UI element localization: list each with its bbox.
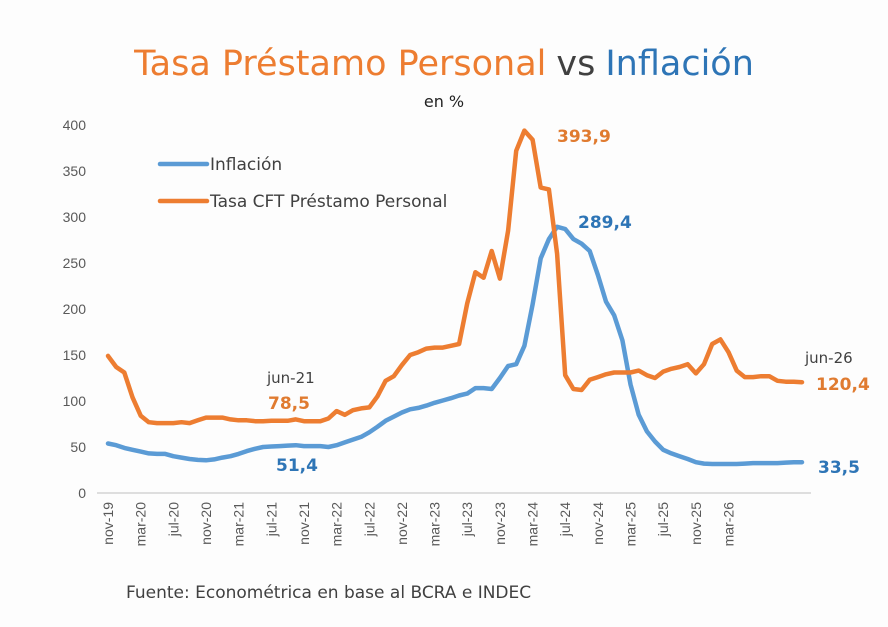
annotation-blue-end: 33,5 (818, 458, 860, 478)
y-tick-label: 350 (63, 163, 87, 179)
y-tick-label: 400 (63, 117, 87, 133)
annotation-orange-peak: 393,9 (557, 127, 611, 147)
x-tick-label: mar-20 (133, 502, 149, 547)
annotation-blue-peak: 289,4 (578, 213, 632, 233)
x-tick-label: jul-22 (361, 502, 377, 537)
title-vs: vs (556, 44, 595, 84)
series-line-inflacion (105, 224, 805, 467)
x-tick-label: nov-24 (590, 502, 606, 545)
annotation-jun21-date: jun-21 (266, 369, 315, 387)
x-tick-label: nov-25 (688, 502, 704, 545)
y-tick-label: 150 (63, 347, 87, 363)
chart-title: Tasa Préstamo Personal vs Inflación (133, 44, 754, 84)
annotation-orange-jun21: 78,5 (268, 394, 310, 414)
x-tick-label: jul-21 (263, 502, 279, 537)
y-axis: 0 50 100 150 200 250 300 350 400 (63, 117, 87, 501)
x-axis: nov-19 mar-20 jul-20 nov-20 mar-21 jul-21 nov-… (100, 502, 737, 547)
x-tick-label: mar-25 (623, 502, 639, 547)
series-layer (105, 128, 805, 467)
x-tick-label: nov-20 (198, 502, 214, 545)
y-tick-label: 0 (78, 485, 86, 501)
annotation-orange-end: 120,4 (816, 375, 870, 395)
x-tick-label: nov-23 (492, 502, 508, 545)
legend-label-tasa: Tasa CFT Préstamo Personal (209, 192, 447, 212)
x-tick-label: mar-24 (525, 502, 541, 547)
x-tick-label: nov-21 (296, 502, 312, 545)
x-tick-label: jul-23 (459, 502, 475, 537)
y-tick-label: 250 (63, 255, 87, 271)
y-tick-label: 200 (63, 301, 87, 317)
x-tick-label: jul-25 (655, 502, 671, 537)
x-tick-label: jul-20 (165, 502, 181, 537)
x-tick-label: nov-19 (100, 502, 116, 545)
chart-subtitle: en % (424, 92, 464, 111)
legend: Inflación Tasa CFT Préstamo Personal (157, 155, 447, 212)
annotation-jun26-date: jun-26 (804, 349, 853, 367)
x-tick-label: mar-22 (329, 502, 345, 547)
legend-label-inflacion: Inflación (210, 155, 282, 175)
title-part-2: Inflación (605, 44, 754, 84)
y-tick-label: 100 (63, 393, 87, 409)
source-note: Fuente: Econométrica en base al BCRA e I… (126, 583, 531, 603)
y-tick-label: 300 (63, 209, 87, 225)
y-tick-label: 50 (70, 439, 86, 455)
series-line-tasa (105, 128, 805, 426)
x-tick-label: mar-26 (721, 502, 737, 547)
x-tick-label: mar-21 (231, 502, 247, 547)
x-tick-label: nov-22 (394, 502, 410, 545)
x-tick-label: jul-24 (557, 502, 573, 537)
x-tick-label: mar-23 (427, 502, 443, 547)
title-part-1: Tasa Préstamo Personal (133, 44, 546, 84)
annotation-blue-jun21: 51,4 (276, 456, 318, 476)
